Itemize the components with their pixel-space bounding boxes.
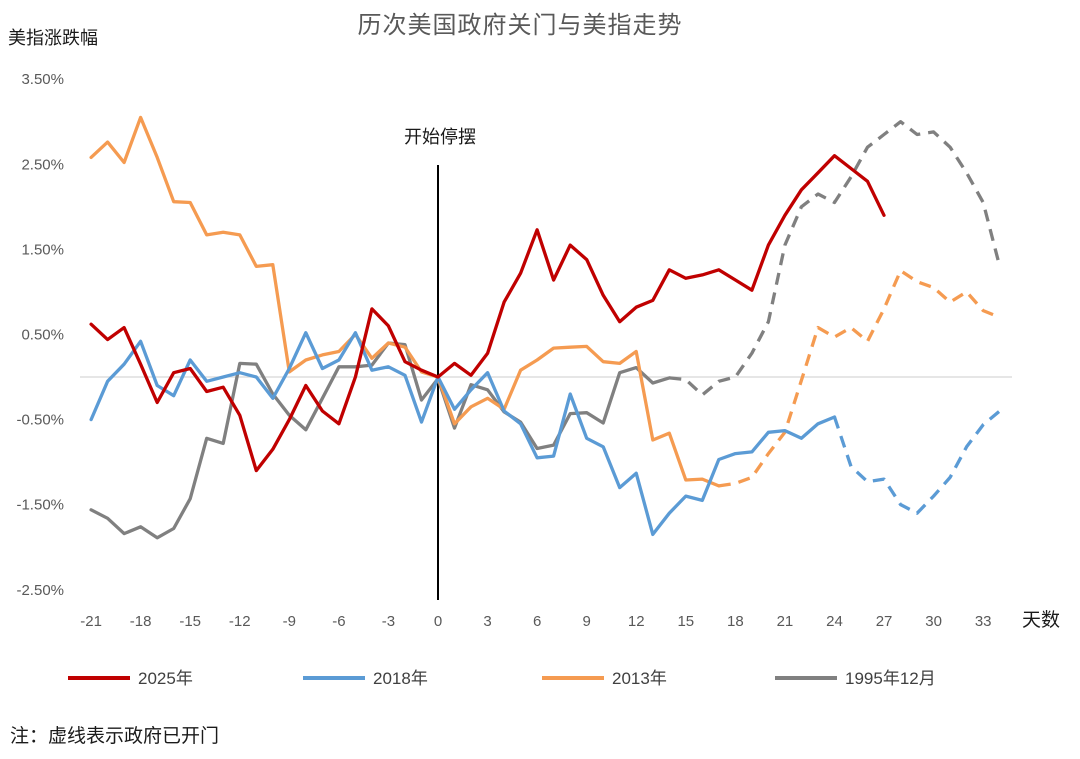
legend-item-2018年: 2018年 [303, 669, 428, 688]
x-axis-title: 天数 [1022, 609, 1060, 631]
x-tick-label: -12 [229, 613, 251, 630]
x-tick-label: -6 [332, 613, 345, 630]
y-tick-label: 1.50% [21, 241, 64, 258]
x-tick-label: 12 [628, 613, 645, 630]
x-tick-label: -18 [130, 613, 152, 630]
x-tick-label: 21 [777, 613, 794, 630]
series-1995年12月-dashed [669, 120, 1002, 397]
legend-label-1995年12月: 1995年12月 [845, 669, 936, 688]
x-tick-label: 24 [826, 613, 843, 630]
footnote: 注：虚线表示政府已开门 [10, 725, 219, 747]
x-tick-label: 18 [727, 613, 744, 630]
x-tick-label: 15 [677, 613, 694, 630]
y-tick-label: -0.50% [16, 412, 64, 429]
x-tick-label: 30 [925, 613, 942, 630]
series-1995年12月-solid [89, 341, 671, 540]
legend-label-2013年: 2013年 [612, 669, 667, 688]
x-tick-label: 9 [583, 613, 591, 630]
series-2013年-solid [89, 115, 721, 488]
shutdown-start-label: 开始停摆 [404, 127, 476, 147]
x-tick-label: 0 [434, 613, 442, 630]
x-tick-label: 3 [483, 613, 491, 630]
x-tick-label: 27 [876, 613, 893, 630]
legend-label-2025年: 2025年 [138, 669, 193, 688]
series-2018年-solid [89, 331, 837, 537]
y-tick-label: -1.50% [16, 497, 64, 514]
x-tick-label: 33 [975, 613, 992, 630]
y-tick-label: 0.50% [21, 326, 64, 343]
x-tick-label: -9 [283, 613, 296, 630]
legend-item-1995年12月: 1995年12月 [775, 669, 936, 688]
x-tick-label: -15 [179, 613, 201, 630]
x-tick-label: -21 [80, 613, 102, 630]
x-tick-label: -3 [382, 613, 395, 630]
chart-title: 历次美国政府关门与美指走势 [358, 12, 683, 39]
y-tick-label: 2.50% [21, 156, 64, 173]
legend-item-2025年: 2025年 [68, 669, 193, 688]
x-tick-label: 6 [533, 613, 541, 630]
legend-item-2013年: 2013年 [542, 669, 667, 688]
legend-label-2018年: 2018年 [373, 669, 428, 688]
series-2018年-dashed [832, 409, 1001, 515]
legend: 2025年 2018年 2013年 1995年12月 [68, 669, 936, 688]
series-2013年-dashed [718, 268, 1001, 488]
y-axis-title: 美指涨跌幅 [8, 28, 98, 48]
plot-area: 3.50% 2.50% 1.50% 0.50% -0.50% -1.50% -2.50% -2… [16, 71, 1012, 630]
series-2025年-solid [89, 154, 886, 473]
y-tick-label: -2.50% [16, 582, 64, 599]
y-tick-label: 3.50% [21, 71, 64, 88]
